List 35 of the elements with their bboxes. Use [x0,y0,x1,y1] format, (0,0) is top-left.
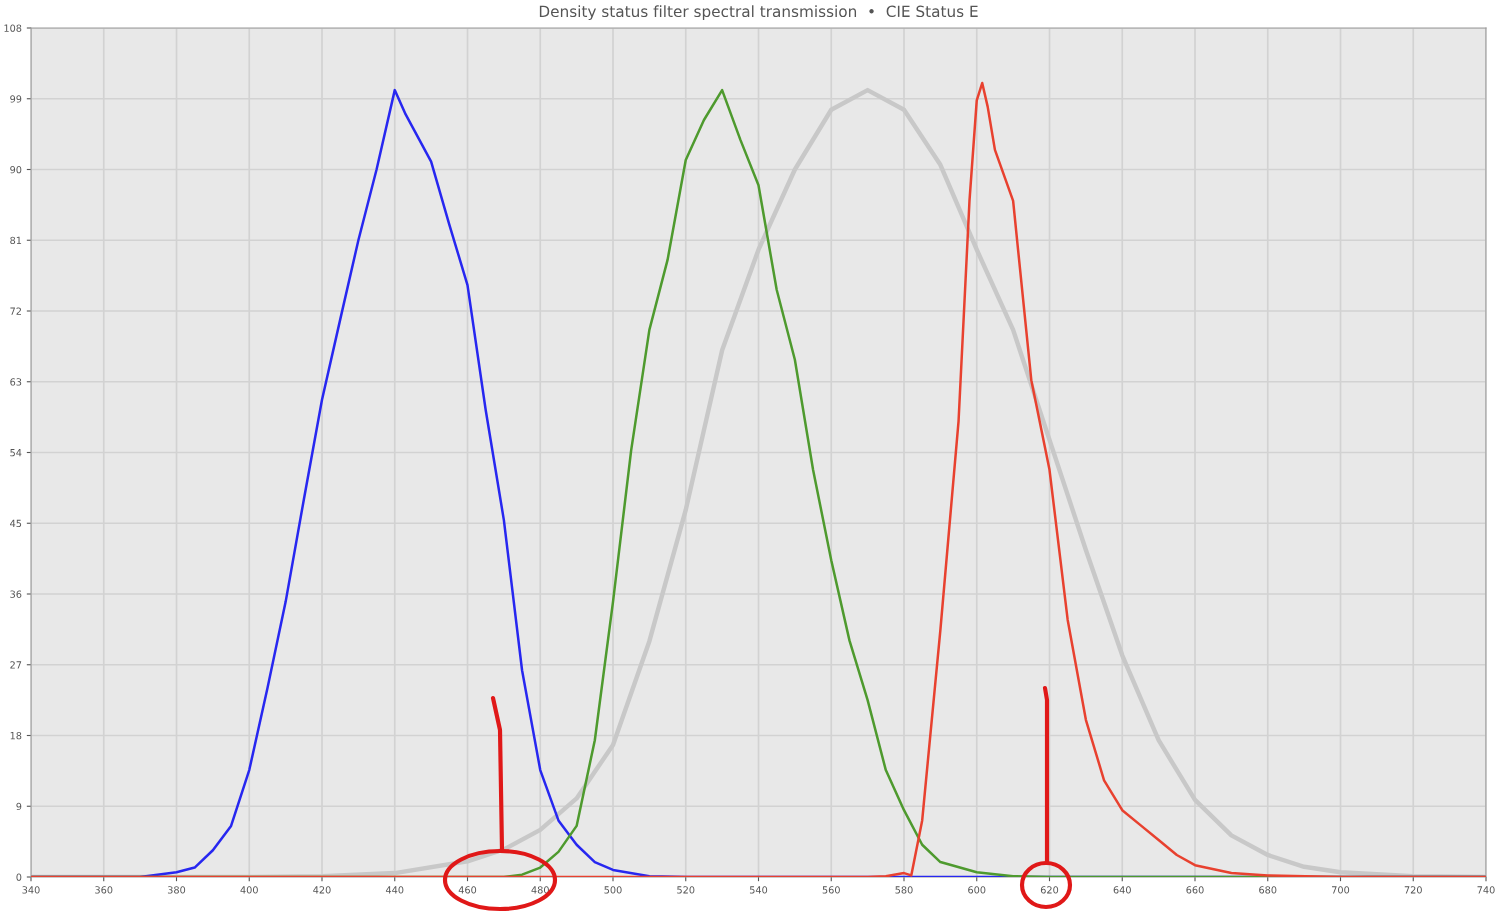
x-tick-label: 360 [95,886,113,894]
x-tick-label: 440 [385,886,404,894]
y-tick-label: 63 [10,378,22,386]
y-tick-label: 72 [10,307,21,315]
y-tick-label: 0 [16,873,22,881]
x-tick-label: 500 [604,886,622,894]
y-tick-label: 9 [16,802,22,811]
x-tick-label: 700 [1332,886,1350,894]
y-tick-label: 54 [10,449,22,457]
x-tick-label: 620 [1040,886,1059,894]
x-tick-label: 460 [458,886,477,894]
y-tick-label: 81 [10,236,22,245]
y-tick-label: 27 [10,661,22,669]
x-tick-label: 400 [240,886,258,894]
x-tick-label: 740 [1477,886,1495,894]
y-tick-label: 45 [10,519,22,528]
x-tick-label: 720 [1404,886,1422,894]
x-tick-label: 340 [22,886,40,894]
y-tick-label: 99 [10,95,22,103]
chart-title: Density status filter spectral transmission • CIE Status E [539,5,978,21]
x-tick-label: 540 [749,886,768,894]
x-tick-label: 560 [822,886,840,894]
y-tick-label: 108 [4,24,22,32]
x-tick-label: 580 [895,886,913,894]
x-tick-label: 420 [313,886,331,894]
x-tick-label: 480 [531,886,549,894]
x-tick-label: 660 [1186,886,1204,894]
x-tick-label: 380 [167,886,186,894]
x-tick-label: 680 [1259,886,1277,894]
y-tick-label: 18 [10,731,22,740]
x-tick-label: 520 [677,886,695,894]
y-tick-label: 36 [10,590,22,598]
x-tick-label: 640 [1113,886,1131,894]
x-tick-label: 600 [968,886,986,894]
y-tick-label: 90 [10,165,22,174]
